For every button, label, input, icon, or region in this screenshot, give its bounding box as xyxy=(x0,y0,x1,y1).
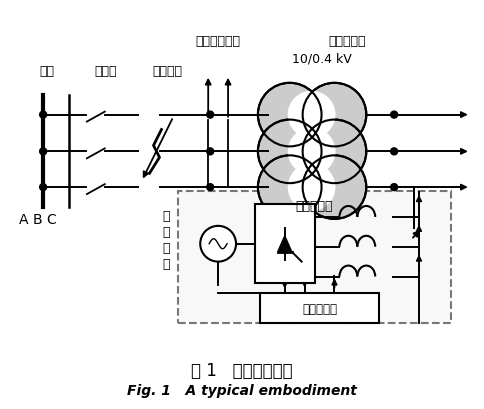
Bar xyxy=(255,204,315,284)
Text: A: A xyxy=(18,212,28,226)
Circle shape xyxy=(207,148,213,155)
Bar xyxy=(179,192,451,324)
Circle shape xyxy=(287,164,335,211)
Text: 断路器: 断路器 xyxy=(94,65,117,78)
Text: C: C xyxy=(46,212,56,226)
Text: 电: 电 xyxy=(163,242,170,254)
Text: 控制与测量: 控制与测量 xyxy=(302,302,337,315)
Circle shape xyxy=(258,120,321,184)
Circle shape xyxy=(302,83,366,147)
Circle shape xyxy=(391,112,397,119)
Text: 母线: 母线 xyxy=(40,65,55,78)
Circle shape xyxy=(302,156,366,219)
Text: 图 1   典型实施方案: 图 1 典型实施方案 xyxy=(191,361,293,379)
Circle shape xyxy=(391,148,397,155)
Circle shape xyxy=(40,148,46,155)
Circle shape xyxy=(207,184,213,191)
Circle shape xyxy=(207,112,213,119)
Text: 配变上游负载: 配变上游负载 xyxy=(196,35,241,48)
Polygon shape xyxy=(278,236,292,252)
Bar xyxy=(260,294,379,324)
Text: B: B xyxy=(32,212,42,226)
Circle shape xyxy=(40,184,46,191)
Circle shape xyxy=(287,92,335,139)
Text: 逆: 逆 xyxy=(163,210,170,223)
Circle shape xyxy=(200,226,236,262)
Circle shape xyxy=(40,112,46,119)
Text: 10/0.4 kV: 10/0.4 kV xyxy=(292,53,352,66)
Circle shape xyxy=(302,120,366,184)
Circle shape xyxy=(258,83,321,147)
Text: 源: 源 xyxy=(163,257,170,270)
Text: 变: 变 xyxy=(163,226,170,239)
Text: Fig. 1   A typical embodiment: Fig. 1 A typical embodiment xyxy=(127,383,357,397)
Circle shape xyxy=(391,184,397,191)
Text: 晶闸管单元: 晶闸管单元 xyxy=(296,200,333,213)
Circle shape xyxy=(287,128,335,176)
Circle shape xyxy=(258,156,321,219)
Text: 短路故障: 短路故障 xyxy=(152,65,182,78)
Text: 配电变压器: 配电变压器 xyxy=(328,35,365,48)
